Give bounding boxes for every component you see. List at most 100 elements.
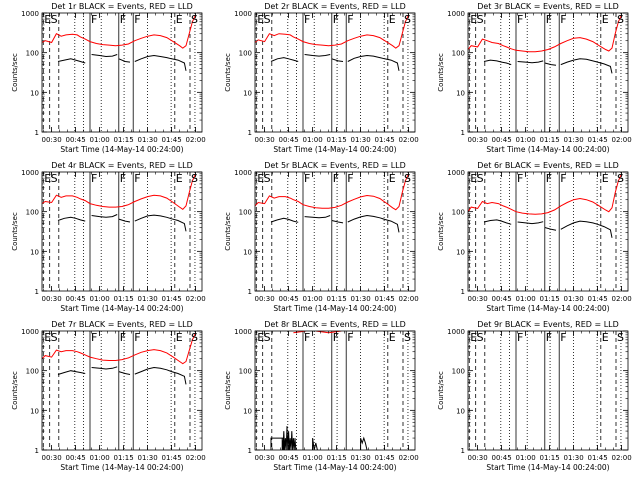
x-tick-label: 01:15 [327, 454, 347, 462]
plot-area [42, 172, 197, 291]
y-tick-label: 1000 [447, 10, 465, 18]
event-label: F [546, 331, 552, 344]
x-axis-label: Start Time (14-May-14 00:24:00) [60, 463, 183, 472]
x-tick-label: 01:30 [351, 295, 371, 303]
event-label: F [120, 13, 126, 26]
plot-frame [41, 12, 203, 133]
x-tick-label: 01:45 [375, 136, 395, 144]
event-label: F [134, 331, 140, 344]
events-series-line [91, 54, 118, 58]
events-series-line [91, 214, 118, 218]
x-tick-label: 01:15 [114, 295, 134, 303]
plot-frame [467, 12, 629, 133]
x-tick-label: 01:45 [375, 295, 395, 303]
event-label: E [176, 172, 183, 185]
plot-frame [254, 12, 416, 133]
x-tick-label: 00:30 [42, 454, 62, 462]
event-label: E [389, 331, 396, 344]
y-tick-label: 1000 [234, 328, 252, 336]
y-tick-label: 1 [461, 288, 465, 296]
x-tick-label: 01:45 [162, 295, 182, 303]
event-label: F [560, 331, 566, 344]
events-series-line [544, 227, 557, 231]
events-series-line [347, 54, 400, 71]
x-tick-label: 01:30 [564, 136, 584, 144]
event-label: F [304, 13, 310, 26]
event-label: F [560, 13, 566, 26]
event-label: S [51, 13, 58, 26]
event-label: E [602, 13, 609, 26]
events-series-line [118, 218, 131, 223]
lld-series-line [42, 332, 197, 365]
y-axis-label: Counts/sec [11, 53, 19, 92]
x-tick-label: 00:45 [66, 454, 86, 462]
y-tick-label: 10 [243, 407, 252, 415]
x-tick-label: 00:30 [468, 454, 488, 462]
panel-title: Det 1r BLACK = Events, RED = LLD [51, 2, 193, 11]
panel-title: Det 6r BLACK = Events, RED = LLD [477, 161, 619, 170]
event-label: S [404, 331, 411, 344]
event-label: S [191, 172, 198, 185]
event-label: E [470, 331, 477, 344]
x-tick-label: 01:45 [162, 136, 182, 144]
y-tick-label: 10 [456, 248, 465, 256]
events-series-line [483, 59, 512, 66]
plot-frame [41, 171, 203, 292]
y-tick-label: 10 [456, 407, 465, 415]
events-series-line [57, 216, 86, 222]
x-axis-label: Start Time (14-May-14 00:24:00) [273, 304, 396, 313]
x-tick-label: 01:30 [351, 454, 371, 462]
events-series-line [270, 57, 299, 62]
events-series-line [281, 426, 297, 450]
x-tick-label: 02:00 [612, 136, 632, 144]
x-tick-label: 00:45 [66, 295, 86, 303]
panel-title: Det 4r BLACK = Events, RED = LLD [51, 161, 193, 170]
event-label: S [477, 172, 484, 185]
x-tick-label: 00:30 [255, 136, 275, 144]
y-tick-label: 100 [452, 368, 465, 376]
event-label: F [517, 13, 523, 26]
event-label: S [617, 331, 624, 344]
x-tick-label: 01:30 [351, 136, 371, 144]
plot-area [468, 13, 623, 132]
x-tick-label: 00:30 [468, 136, 488, 144]
plot-area [468, 172, 623, 291]
y-tick-label: 1000 [447, 169, 465, 177]
y-axis-label: Counts/sec [11, 212, 19, 251]
event-label: F [91, 13, 97, 26]
y-axis-label: Counts/sec [224, 371, 232, 410]
x-axis-label: Start Time (14-May-14 00:24:00) [486, 463, 609, 472]
x-tick-label: 01:00 [303, 295, 323, 303]
x-tick-label: 01:45 [588, 454, 608, 462]
event-label: F [546, 13, 552, 26]
x-tick-label: 00:30 [255, 454, 275, 462]
event-label: F [517, 331, 523, 344]
y-tick-label: 100 [452, 50, 465, 58]
y-tick-label: 1 [248, 288, 252, 296]
event-label: F [546, 172, 552, 185]
x-tick-label: 00:30 [255, 295, 275, 303]
plot-frame [467, 171, 629, 292]
panel-title: Det 5r BLACK = Events, RED = LLD [264, 161, 406, 170]
x-tick-label: 00:45 [492, 136, 512, 144]
event-label: E [389, 172, 396, 185]
x-axis-label: Start Time (14-May-14 00:24:00) [273, 463, 396, 472]
x-tick-label: 02:00 [399, 295, 419, 303]
events-series-line [560, 58, 613, 74]
x-axis-label: Start Time (14-May-14 00:24:00) [486, 304, 609, 313]
event-label: S [264, 13, 271, 26]
events-series-line [270, 437, 285, 450]
x-tick-label: 01:15 [114, 454, 134, 462]
events-series-line [360, 436, 368, 450]
y-tick-label: 1000 [21, 169, 39, 177]
event-label: E [602, 172, 609, 185]
events-series-line [91, 366, 118, 370]
x-tick-label: 01:30 [564, 454, 584, 462]
y-axis-label: Counts/sec [437, 53, 445, 92]
plot-area [468, 331, 622, 450]
event-label: S [51, 331, 58, 344]
plot-area [255, 331, 409, 450]
